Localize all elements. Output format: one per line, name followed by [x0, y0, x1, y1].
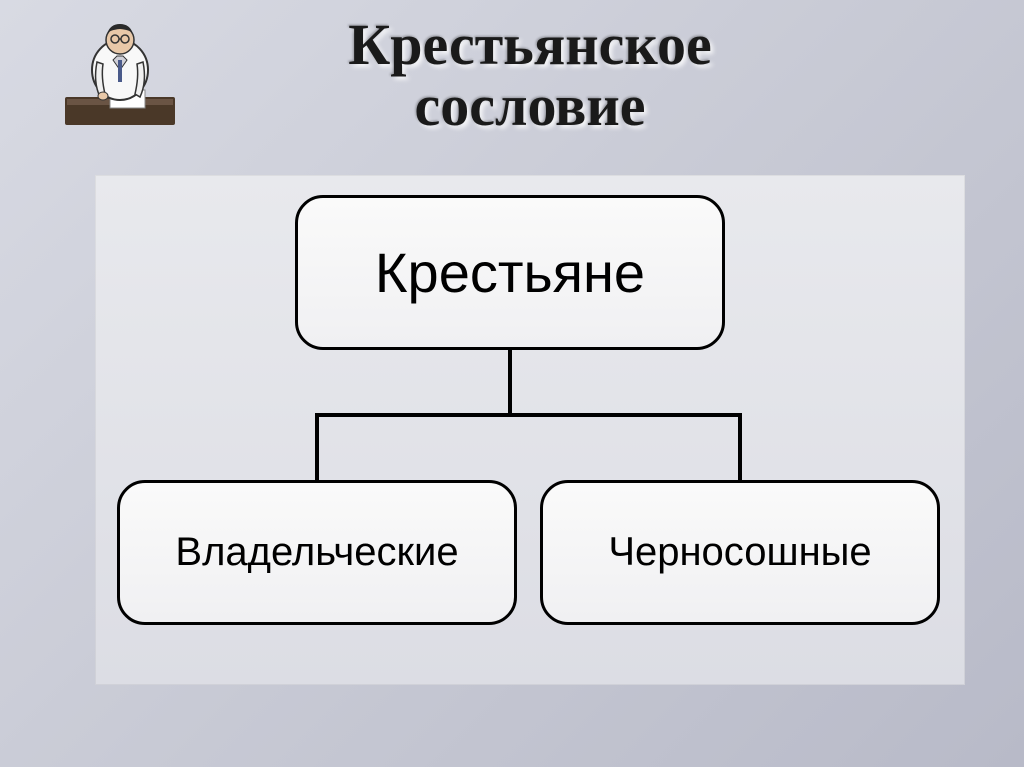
clerk-writing-icon: [55, 12, 185, 132]
slide-title: Крестьянское сословие: [180, 15, 880, 137]
node-left-label: Владельческие: [175, 530, 458, 575]
connector-root-stem: [508, 350, 512, 413]
node-right-label: Черносошные: [608, 530, 871, 575]
connector-right-stem: [738, 413, 742, 480]
connector-horizontal: [315, 413, 742, 417]
slide-decorative-lines: [0, 0, 30, 767]
node-root: Крестьяне: [295, 195, 725, 350]
node-root-label: Крестьяне: [375, 240, 645, 305]
title-line2: сословие: [414, 73, 645, 138]
title-line1: Крестьянское: [348, 12, 712, 77]
node-left-child: Владельческие: [117, 480, 517, 625]
hierarchy-diagram: Крестьяне Владельческие Черносошные: [95, 175, 965, 685]
connector-left-stem: [315, 413, 319, 480]
node-right-child: Черносошные: [540, 480, 940, 625]
